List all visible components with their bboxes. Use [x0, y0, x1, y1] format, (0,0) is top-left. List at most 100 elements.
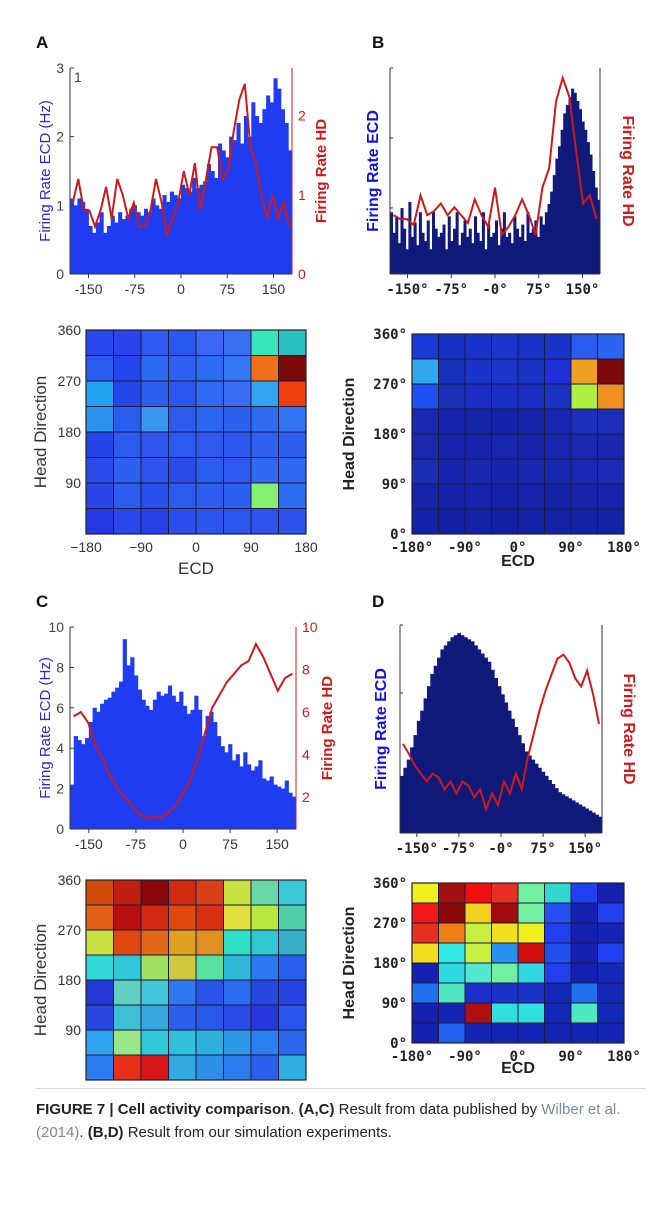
panel-c-ecd-bar — [149, 709, 154, 829]
panel-b2-heatmap-cell — [544, 408, 572, 435]
panel-a2-heatmap-cell — [113, 431, 142, 458]
panel-c2-heatmap-cell — [195, 1004, 224, 1031]
panel-b2-heatmap-cell — [438, 483, 466, 510]
panel-a-ecd-bar — [199, 184, 204, 274]
panel-d-ecd-bar — [514, 726, 519, 833]
panel-a2-heatmap-cell — [223, 406, 252, 433]
panel-a-ecd-bar — [269, 102, 274, 274]
panel-b2-heatmap-cell — [517, 358, 545, 385]
panel-b2-x-tick-label: 90° — [558, 540, 583, 556]
panel-b2-heatmap-cell — [464, 383, 492, 410]
panel-d2-heatmap-cell — [517, 902, 545, 924]
panel-c-ecd-bar — [216, 736, 222, 829]
panel-b2-heatmap-cell — [597, 483, 625, 510]
panel-c2-heatmap-cell — [223, 929, 252, 956]
panel-c2-y-tick-label: 270 — [58, 922, 82, 938]
panel-c-y-tick-label: 2 — [56, 781, 64, 797]
panel-b-ecd-bar — [495, 220, 499, 274]
panel-b2-heatmap-cell — [597, 383, 625, 410]
panel-label-c: C — [36, 592, 48, 611]
caption-reference-link[interactable]: Wilber et al. (2014) — [36, 1101, 621, 1141]
panel-d-ylabel-right-b: Rate HD — [620, 722, 637, 784]
panel-a-ecd-bar — [177, 198, 182, 274]
panel-b2-y-tick-label: 360° — [373, 327, 407, 343]
panel-d2-heatmap-cell — [464, 882, 492, 904]
panel-b-x-tick-label: 75° — [526, 282, 551, 298]
panel-a-ecd-bar — [236, 122, 241, 274]
panel-d-ecd-bar — [534, 763, 539, 833]
panel-c2-heatmap-cell — [113, 929, 142, 956]
panel-c-ecd-bar — [198, 709, 203, 829]
panel-c-ecd-bar — [269, 776, 274, 829]
panel-d-ylabel-right: Firing Rate HD — [620, 673, 637, 784]
panel-d2-y-tick-label: 180° — [373, 956, 407, 972]
panel-a-ecd-bar — [132, 205, 137, 274]
panel-d2-x-tick-label: 180° — [607, 1049, 641, 1065]
panel-c2-heatmap-cell — [168, 1029, 197, 1056]
panel-d2-heatmap-cell — [570, 962, 598, 984]
panel-b-ecd-bar — [421, 232, 425, 274]
panel-c-ecd-bar — [152, 699, 158, 829]
panel-b-ylabel-b: Rate ECD — [365, 110, 382, 183]
panel-b-ecd-bar — [492, 232, 496, 274]
panel-b-ecd-bar — [403, 228, 407, 274]
panel-b2-heatmap-cell — [597, 508, 625, 535]
caption-part2-text: Result from our simulation experiments. — [123, 1124, 392, 1141]
panel-b2-heatmap-cell — [491, 483, 519, 510]
panel-b2-heatmap-cell — [411, 483, 439, 510]
panel-a-ecd-bar — [99, 212, 104, 274]
panel-b-ecd-bar — [531, 228, 535, 274]
panel-d-ecd-bar — [460, 635, 465, 833]
panel-d2-heatmap-cell — [411, 922, 439, 944]
panel-b2-y-tick-label: 180° — [373, 427, 407, 443]
panel-b-ylabel-right: Firing Rate HD — [619, 115, 636, 226]
panel-c2-heatmap-cell — [113, 1029, 142, 1056]
panel-c-ecd-bar — [137, 689, 142, 829]
panel-c2-heatmap-cell — [250, 904, 279, 931]
panel-a-ecd-bar — [107, 225, 112, 274]
panel-b-ecd-bar — [552, 175, 556, 274]
panel-c-ecd-bar — [85, 738, 90, 829]
panel-a2-heatmap-cell — [113, 457, 142, 484]
panel-b-ecd-bar — [537, 236, 541, 274]
panel-b2-y-tick-label: 90° — [382, 477, 407, 493]
panel-d2-ylabel: Head Direction — [341, 907, 358, 1020]
panel-a-ecd-bar — [95, 222, 100, 274]
panel-b-ecd-bar — [460, 232, 464, 274]
panel-a2-heatmap-cell — [85, 355, 114, 382]
panel-a2-heatmap-cell — [168, 406, 197, 433]
panel-a2-heatmap-cell — [85, 482, 114, 509]
panel-b-ecd-bar — [411, 236, 415, 274]
panel-a-ecd-bar — [240, 143, 245, 274]
panel-b-ecd-bar — [505, 236, 509, 274]
panel-d-ecd-bar — [400, 775, 404, 833]
panel-b-ecd-bar — [568, 96, 572, 274]
panel-b-ecd-bar — [516, 228, 520, 274]
panel-c2-heatmap-cell — [168, 1054, 197, 1081]
panel-b-ecd-bar — [392, 232, 396, 274]
panel-a2-heatmap-cell — [113, 508, 142, 535]
panel-d-ecd-bar — [568, 798, 573, 833]
panel-d2-heatmap-cell — [570, 902, 598, 924]
panel-b-ecd-bar — [592, 171, 596, 274]
figure-caption: FIGURE 7 | Cell activity comparison. (A,… — [36, 1101, 621, 1141]
panel-c-ecd-bar — [164, 693, 169, 829]
panel-a-y-right-tick-label: 1 — [298, 187, 306, 203]
caption-part1-label: (A,C) — [298, 1101, 335, 1118]
panel-b2-heatmap-cell — [411, 408, 439, 435]
panel-b2-heatmap-cell — [491, 358, 519, 385]
panel-b-x-tick-label: -150° — [386, 282, 428, 298]
panel-c2-heatmap-frame — [85, 879, 307, 1081]
panel-d2-heatmap-cell — [411, 1022, 439, 1044]
panel-b-ecd-bar — [558, 146, 562, 274]
panel-d-ecd-bar — [474, 645, 478, 833]
panel-c-y-right-tick-label: 8 — [302, 662, 310, 678]
panel-d-ecd-bar — [541, 771, 546, 833]
panel-a2-heatmap-cell — [195, 355, 224, 382]
panel-d2-y-tick-label: 0° — [390, 1036, 407, 1052]
panel-label-b: B — [372, 33, 384, 52]
panel-a-ecd-bar — [129, 208, 134, 274]
panel-b2-heatmap-cell — [570, 483, 598, 510]
panel-a-y-right-tick-label: 2 — [298, 108, 306, 124]
panel-a-ecd-bar — [280, 109, 285, 274]
